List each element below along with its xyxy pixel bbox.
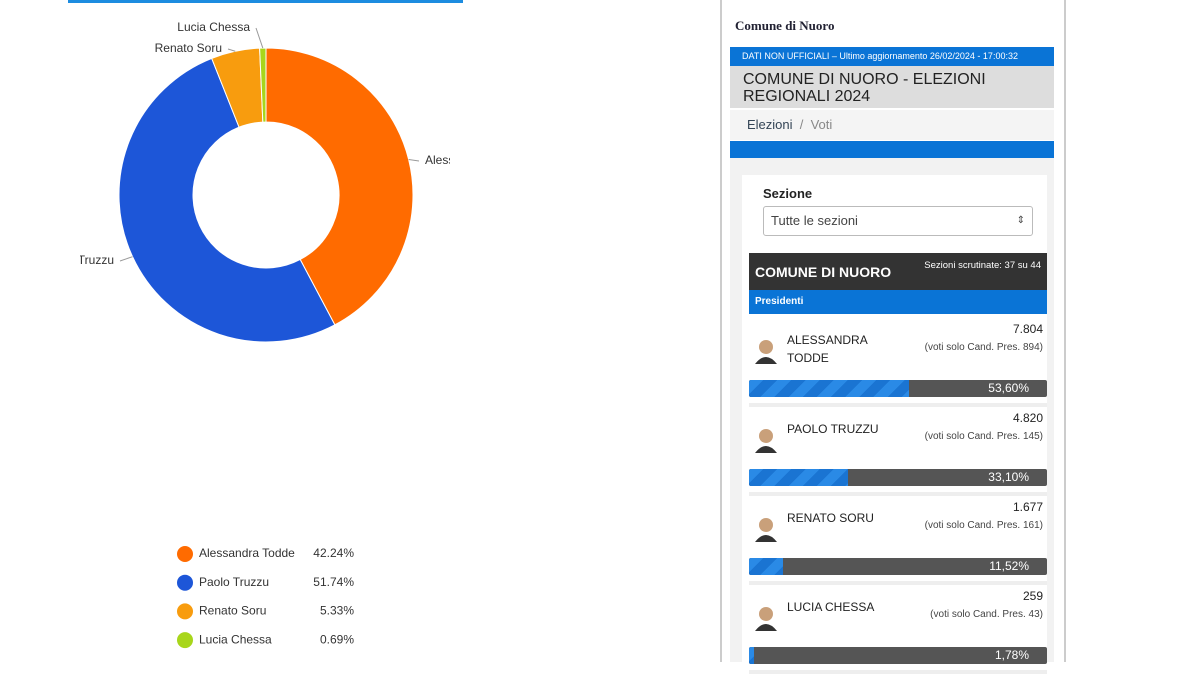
candidate-name: PAOLO TRUZZU [787, 422, 879, 436]
donut-slice [118, 57, 336, 343]
legend-value: 51.74% [313, 575, 354, 589]
candidate-row: ALESSANDRA TODDE 7.804 (voti solo Cand. Pr… [749, 318, 1047, 407]
progress-bar: 1,78% [749, 647, 1047, 664]
leader-line [255, 27, 264, 49]
legend-name: Paolo Truzzu [199, 575, 269, 589]
notice: DATI NON UFFICIALI – Ultimo aggiornament… [730, 47, 1054, 66]
candidate-name: ALESSANDRA TODDE [787, 333, 868, 365]
page-title: COMUNE DI NUORO - ELEZIONI REGIONALI 202… [730, 66, 1054, 108]
avatar [753, 427, 779, 453]
box-header: COMUNE DI NUORO Sezioni scrutinate: 37 su… [749, 253, 1047, 290]
progress-bar: 11,52% [749, 558, 1047, 575]
avatar-icon [755, 518, 777, 542]
select-arrow: ⇕ [1016, 215, 1025, 226]
votes: 259 [1022, 589, 1043, 603]
group-header: Presidenti [749, 290, 1047, 314]
legend-name: Alessandra Todde [199, 546, 295, 560]
percent-label: 11,52% [989, 559, 1029, 573]
donut-slice [265, 47, 414, 326]
candidate-name: LUCIA CHESSA [787, 600, 875, 614]
blue-bar [730, 141, 1054, 158]
avatar [753, 338, 779, 364]
votes: 7.804 [1012, 322, 1043, 336]
scrutinized: Sezioni scrutinate: 37 su 44 [924, 260, 1041, 271]
legend-name: Renato Soru [199, 604, 266, 618]
progress-fill [749, 558, 784, 575]
candidate-row: PAOLO TRUZZU 4.820 (voti solo Cand. Pres. … [749, 407, 1047, 496]
top-rule [68, 0, 463, 3]
breadcrumb: Elezioni / Voti [730, 110, 1054, 140]
slice-label: Renato Soru [155, 41, 222, 55]
donut-chart: Alessandra Todde Paolo Truzzu Renato Soru L… [44, 20, 521, 649]
percent-label: 53,60% [988, 381, 1029, 395]
legend-swatch [177, 546, 193, 562]
legend-value: 0.69% [320, 632, 354, 646]
logo: Comune di Nuoro [735, 18, 835, 33]
candidate-row: RENATO SORU 1.677 (voti solo Cand. Pres. 1… [749, 496, 1047, 585]
votes: 4.820 [1012, 411, 1043, 425]
progress-bar: 33,10% [749, 469, 1047, 486]
leader-line [408, 159, 420, 162]
legend-swatch [177, 603, 193, 620]
legend-name: Lucia Chessa [199, 632, 272, 646]
avatar-icon [755, 340, 777, 364]
candidate-row: LUCIA CHESSA 259 (voti solo Cand. Pres. 43… [749, 585, 1047, 674]
progress-fill [749, 469, 848, 486]
legend-swatch [177, 574, 193, 591]
avatar [753, 516, 779, 542]
percent-label: 1,78% [994, 648, 1029, 662]
avatar [753, 605, 779, 631]
avatar-icon [755, 429, 777, 453]
avatar-icon [755, 607, 777, 631]
slice-label: Lucia Chessa [177, 20, 250, 34]
votes: 1.677 [1012, 500, 1043, 514]
crumb-current: Voti [810, 117, 833, 132]
slice-label: Paolo Truzzu [44, 253, 114, 267]
progress-bar: 53,60% [749, 380, 1047, 397]
percent-label: 33,10% [988, 470, 1029, 484]
section-select[interactable]: Tutte le sezioni ⇕ [763, 206, 1033, 236]
donut-slice [259, 47, 267, 123]
votes-note: (voti solo Cand. Pres. 894) [924, 342, 1043, 353]
section-label: Sezione [763, 186, 813, 201]
box-title: COMUNE DI NUORO [755, 264, 892, 280]
legend-value: 42.24% [313, 546, 354, 560]
leader-line [119, 256, 133, 262]
votes-note: (voti solo Cand. Pres. 43) [930, 609, 1043, 620]
legend-swatch [177, 632, 193, 649]
votes-note: (voti solo Cand. Pres. 161) [924, 520, 1043, 531]
slice-label: Alessandra Todde [425, 153, 521, 167]
leader-line [227, 48, 236, 52]
progress-fill [749, 380, 909, 397]
legend-value: 5.33% [320, 604, 354, 618]
results-page: Comune di Nuoro DATI NON UFFICIALI – Ult… [720, 0, 1066, 674]
crumb-link[interactable]: Elezioni [747, 117, 793, 132]
candidate-name: RENATO SORU [787, 511, 874, 525]
progress-fill [749, 647, 755, 664]
votes-note: (voti solo Cand. Pres. 145) [924, 431, 1043, 442]
select-value: Tutte le sezioni [771, 213, 858, 228]
